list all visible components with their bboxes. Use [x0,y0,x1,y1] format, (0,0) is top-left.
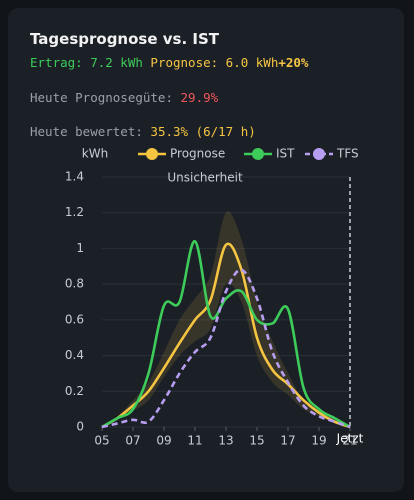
series-line [101,239,351,429]
rated-line: Heute bewertet: 35.3% (6/17 h) [30,124,256,139]
y-tick-label: 1.4 [65,170,84,184]
y-tick-label: 1.2 [65,205,84,219]
quality-value: 29.9% [180,90,219,105]
legend-label: Prognose [170,147,225,161]
legend-label: IST [276,147,295,161]
y-axis-label: kWh [82,147,108,161]
x-tick-label: 09 [156,434,171,448]
y-tick-label: 0.2 [65,384,84,398]
rated-value: 35.3% (6/17 h) [150,124,256,139]
x-tick-label: 15 [249,434,264,448]
y-tick-label: 0.4 [65,348,84,362]
x-tick-label: 21 [342,434,357,448]
yield: Ertrag: 7.2 kWh [30,55,143,70]
y-tick-label: 1 [76,241,84,255]
uncertainty-band [102,211,350,427]
y-tick-label: 0.6 [65,312,84,326]
x-tick-label: 11 [187,434,202,448]
card-title: Tagesprognose vs. IST [30,30,219,48]
legend-label: TFS [336,147,359,161]
y-tick-label: 0.8 [65,277,84,291]
y-tick-label: 0 [76,420,84,434]
x-tick-label: 07 [125,434,140,448]
legend-marker [252,148,264,160]
quality-line: Heute Prognosegüte: 29.9% [30,90,218,105]
legend-marker [313,148,325,160]
x-tick-label: 13 [218,434,233,448]
legend-marker [146,148,158,160]
rated-label: Heute bewertet: [30,124,143,139]
forecast: Prognose: 6.0 kWh [150,55,279,70]
now-label: Jetzt [336,432,364,446]
quality-label: Heute Prognosegüte: [30,90,173,105]
series-line [101,242,351,429]
uncertainty-label: Unsicherheit [167,171,243,185]
summary-line: Ertrag: 7.2 kWh Prognose: 6.0 kWh+20% [30,55,308,70]
delta: +20% [278,55,309,70]
x-tick-label: 19 [311,434,326,448]
card: Tagesprognose vs. IST Ertrag: 7.2 kWh Pr… [8,8,404,492]
x-tick-label: 17 [280,434,295,448]
x-tick-label: 05 [94,434,109,448]
series-line [101,268,351,429]
